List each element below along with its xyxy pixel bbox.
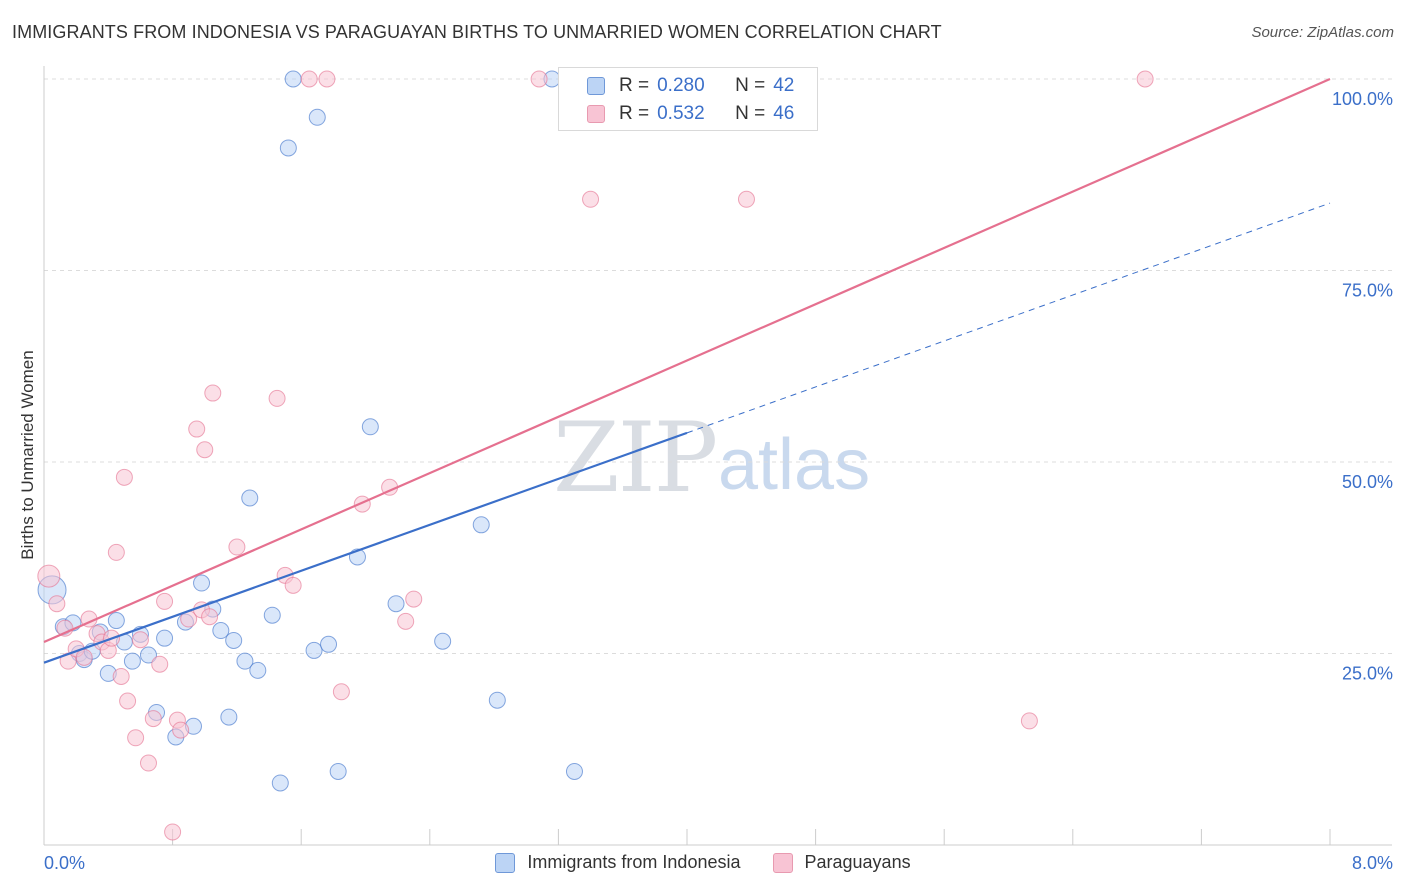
paraguayans-point [1136,70,1154,88]
y-axis-label: Births to Unmarried Women [18,350,37,560]
paraguayans-point [284,576,302,594]
x-tick-label: 0.0% [44,853,85,873]
legend-swatch-blue [587,77,605,95]
paraguayans-point [75,648,93,666]
indonesia-trend-line [43,431,688,664]
paraguayans-trend-line [43,77,1331,644]
legend-label: Immigrants from Indonesia [527,852,741,872]
indonesia-point [123,652,141,670]
indonesia-point [279,139,297,157]
indonesia-point [220,708,238,726]
paraguayans-point [228,538,246,556]
paraguayans-point [112,667,130,685]
legend-n-value: 42 [773,75,795,96]
indonesia-point [139,646,157,664]
indonesia-point [387,595,405,613]
paraguayans-point [204,384,222,402]
paraguayans-point [48,595,66,613]
paraguayans-point [107,543,125,561]
indonesia-point [284,70,302,88]
indonesia-point [107,612,125,630]
paraguayans-point [172,721,190,739]
indonesia-point [305,641,323,659]
paraguayans-point [115,468,133,486]
stats-legend: R = 0.280 N = 42 R = 0.532 N = 46 [558,67,818,131]
paraguayans-point [164,823,182,841]
paraguayans-point [144,710,162,728]
legend-r-value: 0.532 [657,103,705,124]
paraguayans-point [582,190,600,208]
indonesia-point [329,762,347,780]
indonesia-point [308,108,326,126]
paraguayans-point [119,692,137,710]
paraguayans-point [397,612,415,630]
paraguayans-point [268,389,286,407]
chart-title: IMMIGRANTS FROM INDONESIA VS PARAGUAYAN … [12,22,942,42]
legend-n-label: N = [735,103,766,124]
legend-r-label: R = [619,103,650,124]
indonesia-point [488,691,506,709]
indonesia-point [241,489,259,507]
y-tick-label: 100.0% [1332,89,1393,109]
paraguayans-point [530,70,548,88]
y-tick-label: 50.0% [1342,472,1393,492]
indonesia-point [434,632,452,650]
paraguayans-point [151,655,169,673]
indonesia-point [565,762,583,780]
paraguayans-point [131,631,149,649]
legend-label: Paraguayans [804,852,911,872]
indonesia-point [271,774,289,792]
legend-row-paraguayans: R = 0.532 N = 46 [559,100,794,128]
series-legend: Immigrants from Indonesia Paraguayans [0,852,1406,873]
watermark-zip: ZIP [553,402,718,514]
paraguayans-point [201,608,219,626]
legend-swatch-pink [772,852,793,873]
paraguayans-point [300,70,318,88]
paraguayans-point [196,441,214,459]
indonesia-trend-extension [686,202,1331,434]
indonesia-point [225,631,243,649]
paraguayans-point [318,70,336,88]
indonesia-point [236,652,254,670]
paraguayans-point [188,420,206,438]
paraguayans-point [127,729,145,747]
watermark-atlas: atlas [718,425,871,505]
y-tick-label: 25.0% [1342,664,1393,684]
x-tick-label: 8.0% [1352,853,1393,873]
legend-item-indonesia[interactable]: Immigrants from Indonesia [495,852,741,873]
indonesia-point [361,418,379,436]
indonesia-point [156,629,174,647]
legend-item-paraguayans[interactable]: Paraguayans [772,852,911,873]
y-tick-label: 75.0% [1342,281,1393,301]
legend-n-value: 46 [773,103,795,124]
indonesia-point [472,516,490,534]
legend-r-value: 0.280 [657,75,705,96]
legend-r-label: R = [619,75,650,96]
legend-row-indonesia: R = 0.280 N = 42 [559,72,794,100]
paraguayans-point [332,683,350,701]
paraguayans-point [156,592,174,610]
paraguayans-point [405,590,423,608]
indonesia-point [249,661,267,679]
legend-n-label: N = [735,75,766,96]
indonesia-point [320,635,338,653]
indonesia-point [263,606,281,624]
paraguayans-point [1020,712,1038,730]
indonesia-point [193,574,211,592]
paraguayans-point [139,754,157,772]
indonesia-point [212,622,230,640]
legend-swatch-blue [495,852,516,873]
paraguayans-point [737,190,755,208]
legend-swatch-pink [587,105,605,123]
paraguayans-point [37,564,61,588]
source-label: Source: ZipAtlas.com [1251,24,1394,41]
